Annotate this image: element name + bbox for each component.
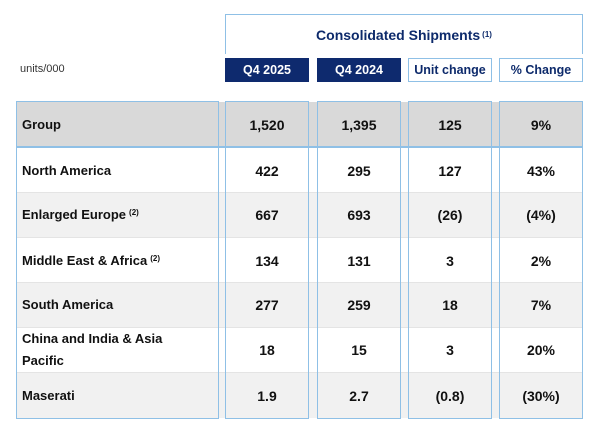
north-america-q4-2024: 295 bbox=[347, 162, 371, 179]
row-divider bbox=[16, 192, 583, 193]
row-divider bbox=[16, 372, 583, 373]
china-india-asia-pacific-pct-change: 20% bbox=[526, 342, 556, 358]
column-header-pct-change: % Change bbox=[499, 58, 583, 82]
q4-2025-column-frame bbox=[225, 101, 309, 419]
south-america-q4-2024: 259 bbox=[347, 297, 371, 313]
row-label-north-america: North America bbox=[22, 162, 112, 178]
column-header-q4-2025: Q4 2025 bbox=[225, 58, 309, 82]
group-pct-change: 9% bbox=[530, 117, 552, 133]
row-shade bbox=[16, 193, 583, 237]
group-q4-2025: 1,520 bbox=[249, 117, 285, 133]
china-india-asia-pacific-q4-2025: 18 bbox=[259, 342, 275, 358]
china-india-asia-pacific-unit-change: 3 bbox=[446, 342, 454, 358]
enlarged-europe-unit-change: (26) bbox=[437, 207, 463, 223]
units-label: units/000 bbox=[20, 63, 65, 75]
north-america-unit-change: 127 bbox=[438, 162, 462, 179]
row-divider bbox=[16, 327, 583, 328]
table-title-text: Consolidated Shipments bbox=[316, 26, 481, 43]
middle-east-africa-pct-change: 2% bbox=[530, 252, 552, 269]
enlarged-europe-q4-2025: 667 bbox=[255, 207, 279, 223]
row-divider bbox=[16, 237, 583, 238]
table-title: Consolidated Shipments (1) bbox=[225, 14, 583, 54]
footnote-marker: (2) bbox=[150, 253, 160, 263]
row-label-maserati: Maserati bbox=[22, 387, 75, 403]
pct-change-column-frame bbox=[499, 101, 583, 419]
row-divider bbox=[16, 282, 583, 283]
south-america-pct-change: 7% bbox=[530, 297, 552, 313]
label-column-frame bbox=[16, 101, 219, 419]
row-label-china-india-asia-pacific: China and India & Asia Pacific bbox=[22, 331, 163, 368]
group-row-background bbox=[16, 102, 583, 148]
unit-change-column-frame bbox=[408, 101, 492, 419]
row-label-enlarged-europe: Enlarged Europe (2) bbox=[22, 193, 220, 237]
row-shade bbox=[16, 373, 583, 418]
group-q4-2024: 1,395 bbox=[341, 117, 377, 133]
maserati-unit-change: (0.8) bbox=[435, 387, 465, 404]
north-america-q4-2025: 422 bbox=[255, 162, 279, 179]
column-header-unit-change: Unit change bbox=[408, 58, 492, 82]
south-america-unit-change: 18 bbox=[442, 297, 458, 313]
middle-east-africa-q4-2025: 134 bbox=[255, 252, 279, 269]
title-footnote: (1) bbox=[482, 30, 492, 39]
maserati-q4-2025: 1.9 bbox=[257, 387, 277, 404]
maserati-pct-change: (30%) bbox=[522, 387, 560, 404]
middle-east-africa-q4-2024: 131 bbox=[347, 252, 371, 269]
middle-east-africa-unit-change: 3 bbox=[446, 252, 454, 269]
row-label-south-america: South America bbox=[22, 297, 114, 312]
column-header-q4-2024: Q4 2024 bbox=[317, 58, 401, 82]
north-america-pct-change: 43% bbox=[526, 162, 556, 179]
q4-2024-column-frame bbox=[317, 101, 401, 419]
row-label-group: Group bbox=[22, 117, 61, 132]
row-label-middle-east-africa: Middle East & Africa (2) bbox=[22, 238, 220, 283]
footnote-marker: (2) bbox=[129, 208, 139, 217]
enlarged-europe-pct-change: (4%) bbox=[526, 207, 556, 223]
enlarged-europe-q4-2024: 693 bbox=[347, 207, 371, 223]
maserati-q4-2024: 2.7 bbox=[349, 387, 369, 404]
group-unit-change: 125 bbox=[438, 117, 462, 133]
south-america-q4-2025: 277 bbox=[255, 297, 279, 313]
row-shade bbox=[16, 283, 583, 327]
china-india-asia-pacific-q4-2024: 15 bbox=[351, 342, 367, 358]
